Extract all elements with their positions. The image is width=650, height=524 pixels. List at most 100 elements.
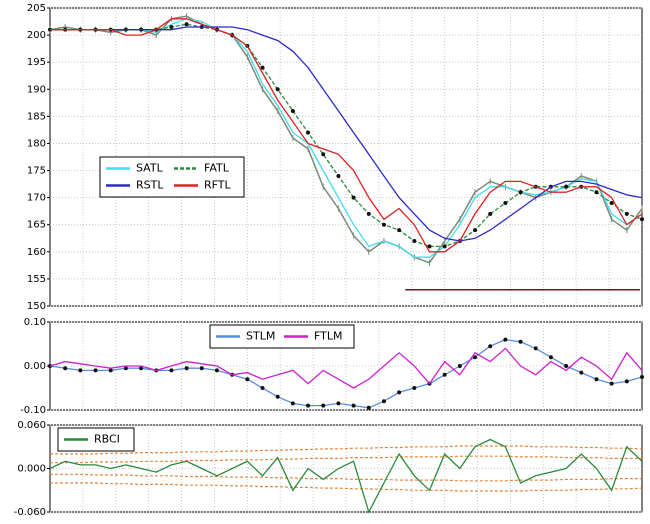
- series-marker: [199, 366, 204, 371]
- y-tick-label: 155: [27, 274, 46, 285]
- series-marker: [609, 381, 614, 386]
- series-marker: [260, 386, 265, 390]
- series-marker: [518, 190, 523, 195]
- series-marker: [336, 401, 341, 406]
- series-marker: [594, 377, 599, 382]
- series-marker: [488, 344, 493, 349]
- legend: RBCI: [57, 427, 135, 452]
- series-marker: [366, 211, 371, 216]
- series-marker: [381, 222, 386, 227]
- legend-label: SATL: [136, 162, 164, 175]
- series-marker: [139, 366, 144, 371]
- legend-label: RSTL: [136, 179, 164, 192]
- series-marker: [412, 238, 417, 243]
- series-marker: [381, 399, 386, 404]
- series-line: [50, 18, 643, 258]
- band: [50, 445, 643, 455]
- series-marker: [184, 22, 189, 27]
- y-tick-label: 185: [27, 111, 46, 122]
- y-tick-label: 200: [27, 30, 46, 41]
- series-marker: [397, 228, 402, 233]
- band: [50, 473, 642, 482]
- series-marker: [594, 190, 599, 195]
- y-tick-label: 160: [27, 247, 46, 258]
- legend-label: FATL: [204, 162, 230, 175]
- series-marker: [321, 403, 326, 408]
- series-marker: [548, 355, 553, 360]
- series-marker: [108, 368, 113, 373]
- series-marker: [624, 211, 629, 216]
- band: [50, 455, 642, 464]
- series-marker: [214, 368, 219, 373]
- series-marker: [457, 364, 462, 368]
- series-marker: [123, 366, 128, 371]
- y-tick-label: 170: [27, 193, 46, 204]
- series-marker: [306, 130, 311, 135]
- series-marker: [640, 375, 644, 379]
- y-tick-label: -0.10: [20, 405, 46, 416]
- series-marker: [533, 346, 538, 351]
- y-tick-label: 190: [27, 84, 46, 95]
- series-marker: [564, 184, 569, 189]
- series-marker: [579, 370, 584, 375]
- series-marker: [518, 339, 523, 344]
- series-line: [49, 347, 643, 389]
- legend-label: RBCI: [94, 433, 120, 446]
- series-marker: [397, 390, 402, 395]
- series-marker: [169, 368, 174, 373]
- series-marker: [290, 108, 295, 113]
- y-tick-label: 165: [27, 220, 46, 231]
- series-marker: [624, 379, 629, 384]
- y-tick-label: 150: [27, 301, 46, 312]
- series-marker: [427, 244, 432, 249]
- y-tick-label: 180: [27, 138, 46, 149]
- series-marker: [336, 173, 341, 178]
- series-marker: [473, 228, 478, 233]
- legend-box: [57, 427, 135, 452]
- series-marker: [306, 403, 311, 408]
- y-tick-label: 175: [27, 166, 46, 177]
- series-marker: [366, 405, 371, 410]
- y-tick-label: 195: [27, 57, 46, 68]
- series-marker: [564, 364, 569, 368]
- series-marker: [609, 201, 614, 206]
- legend-box: [209, 324, 355, 349]
- series-marker: [93, 368, 98, 373]
- legend: SATL FATL RSTL RFTL: [99, 156, 245, 198]
- series-line: [50, 18, 643, 253]
- series-marker: [503, 201, 508, 206]
- series-marker: [503, 337, 508, 342]
- series-marker: [442, 244, 447, 249]
- legend: STLM FTLM: [209, 324, 355, 349]
- series-marker: [321, 152, 326, 157]
- legend-label: FTLM: [314, 330, 342, 343]
- series-marker: [63, 366, 68, 371]
- series-line: [49, 438, 643, 514]
- series-marker: [351, 195, 356, 200]
- series-marker: [488, 211, 493, 216]
- series-marker: [473, 355, 478, 360]
- series-marker: [412, 386, 417, 390]
- band: [50, 482, 643, 492]
- y-tick-label: 0.000: [17, 464, 46, 475]
- legend-box: [99, 156, 245, 198]
- y-tick-label: -0.060: [14, 507, 46, 518]
- legend-label: STLM: [246, 330, 275, 343]
- series-marker: [290, 401, 295, 406]
- series-marker: [275, 394, 280, 399]
- legend-label: RFTL: [204, 179, 231, 192]
- series-marker: [260, 65, 265, 70]
- series-line: [50, 26, 643, 242]
- y-tick-label: 0.060: [17, 420, 46, 431]
- series-marker: [184, 366, 189, 371]
- y-tick-label: 0.00: [24, 361, 46, 372]
- series-marker: [640, 217, 644, 222]
- series-line: [49, 338, 643, 409]
- series-marker: [442, 372, 447, 377]
- series-marker: [351, 403, 356, 408]
- y-tick-label: 0.10: [24, 317, 46, 328]
- series-marker: [78, 368, 83, 373]
- series-marker: [245, 377, 250, 382]
- series-marker: [169, 24, 174, 29]
